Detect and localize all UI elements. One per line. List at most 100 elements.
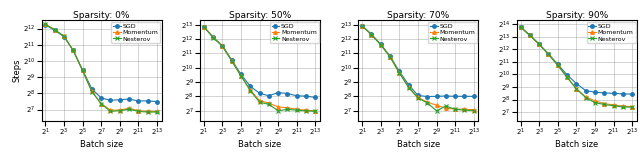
SGD bbox=[144, 100, 152, 102]
SGD bbox=[414, 95, 422, 96]
Line: SGD: SGD bbox=[44, 23, 159, 103]
Nesterov bbox=[256, 101, 264, 103]
SGD bbox=[97, 97, 105, 99]
Nesterov bbox=[107, 111, 115, 112]
Momentum bbox=[404, 86, 412, 88]
Momentum bbox=[451, 108, 459, 110]
Momentum bbox=[284, 107, 291, 109]
Nesterov bbox=[228, 60, 236, 62]
Nesterov bbox=[125, 108, 133, 110]
Momentum bbox=[312, 110, 319, 112]
Momentum bbox=[591, 100, 599, 102]
Nesterov bbox=[610, 105, 618, 107]
Momentum bbox=[470, 109, 477, 111]
Nesterov bbox=[200, 26, 207, 27]
SGD bbox=[451, 95, 459, 97]
Nesterov bbox=[377, 44, 385, 46]
Nesterov bbox=[461, 109, 468, 111]
SGD bbox=[51, 29, 58, 31]
SGD bbox=[116, 99, 124, 101]
SGD bbox=[69, 50, 77, 51]
Nesterov bbox=[79, 70, 86, 71]
X-axis label: Batch size: Batch size bbox=[238, 140, 282, 149]
Momentum bbox=[516, 26, 524, 28]
Y-axis label: Steps: Steps bbox=[12, 59, 22, 82]
SGD bbox=[404, 84, 412, 86]
Momentum bbox=[218, 45, 226, 47]
Line: SGD: SGD bbox=[519, 25, 634, 96]
SGD bbox=[554, 63, 561, 65]
SGD bbox=[256, 92, 264, 94]
Momentum bbox=[237, 75, 244, 77]
SGD bbox=[358, 25, 366, 27]
Momentum bbox=[69, 50, 77, 51]
Title: Sparsity: 70%: Sparsity: 70% bbox=[387, 11, 449, 20]
Legend: SGD, Momentum, Nesterov: SGD, Momentum, Nesterov bbox=[111, 22, 161, 43]
SGD bbox=[42, 24, 49, 26]
Line: Momentum: Momentum bbox=[44, 23, 159, 113]
Momentum bbox=[414, 96, 422, 98]
Nesterov bbox=[144, 111, 152, 113]
Legend: SGD, Momentum, Nesterov: SGD, Momentum, Nesterov bbox=[269, 22, 319, 43]
Nesterov bbox=[237, 75, 244, 77]
SGD bbox=[563, 74, 571, 76]
Nesterov bbox=[433, 110, 440, 112]
SGD bbox=[237, 73, 244, 75]
Nesterov bbox=[209, 37, 217, 38]
Nesterov bbox=[396, 72, 403, 74]
Nesterov bbox=[42, 23, 49, 25]
Line: Nesterov: Nesterov bbox=[44, 22, 159, 114]
SGD bbox=[367, 33, 375, 35]
Nesterov bbox=[628, 106, 636, 108]
SGD bbox=[396, 70, 403, 72]
Momentum bbox=[302, 109, 310, 111]
Nesterov bbox=[246, 90, 254, 92]
SGD bbox=[582, 90, 589, 92]
SGD bbox=[545, 53, 552, 55]
Nesterov bbox=[573, 88, 580, 90]
SGD bbox=[153, 101, 161, 103]
Nesterov bbox=[414, 97, 422, 99]
Nesterov bbox=[526, 35, 534, 36]
Momentum bbox=[107, 109, 115, 111]
Title: Sparsity: 0%: Sparsity: 0% bbox=[74, 11, 130, 20]
SGD bbox=[246, 85, 254, 87]
Momentum bbox=[256, 100, 264, 102]
Momentum bbox=[554, 64, 561, 66]
SGD bbox=[470, 95, 477, 97]
Momentum bbox=[526, 35, 534, 36]
Momentum bbox=[582, 96, 589, 98]
Momentum bbox=[60, 35, 68, 37]
Nesterov bbox=[535, 43, 543, 45]
Nesterov bbox=[470, 110, 477, 111]
SGD bbox=[209, 36, 217, 38]
Line: Momentum: Momentum bbox=[202, 25, 317, 113]
Momentum bbox=[228, 60, 236, 62]
SGD bbox=[424, 96, 431, 97]
SGD bbox=[433, 95, 440, 97]
Momentum bbox=[116, 109, 124, 111]
Momentum bbox=[377, 43, 385, 45]
Momentum bbox=[433, 104, 440, 106]
Momentum bbox=[265, 102, 273, 104]
Nesterov bbox=[265, 103, 273, 105]
SGD bbox=[516, 26, 524, 28]
Nesterov bbox=[69, 50, 77, 51]
SGD bbox=[386, 55, 394, 57]
Momentum bbox=[209, 36, 217, 38]
Nesterov bbox=[134, 111, 142, 112]
Momentum bbox=[386, 56, 394, 58]
Momentum bbox=[619, 105, 627, 107]
Momentum bbox=[88, 90, 95, 92]
Title: Sparsity: 50%: Sparsity: 50% bbox=[229, 11, 291, 20]
SGD bbox=[88, 88, 95, 90]
Line: SGD: SGD bbox=[360, 24, 476, 98]
Momentum bbox=[563, 76, 571, 78]
Momentum bbox=[535, 43, 543, 45]
Legend: SGD, Momentum, Nesterov: SGD, Momentum, Nesterov bbox=[428, 22, 477, 43]
Nesterov bbox=[451, 108, 459, 110]
SGD bbox=[610, 92, 618, 94]
Momentum bbox=[134, 110, 142, 112]
SGD bbox=[442, 95, 450, 97]
Line: Nesterov: Nesterov bbox=[360, 24, 476, 113]
